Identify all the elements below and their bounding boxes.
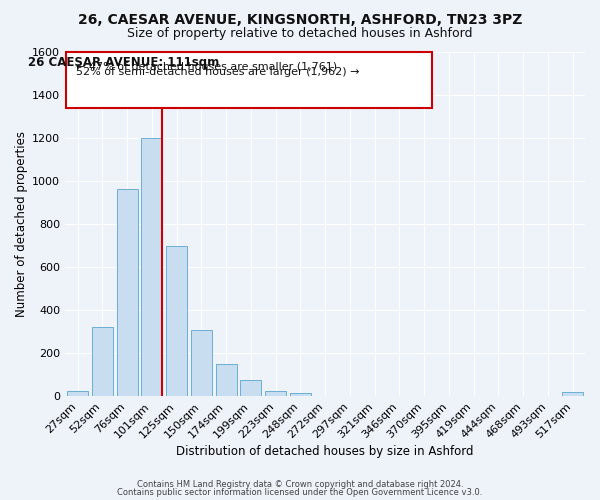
X-axis label: Distribution of detached houses by size in Ashford: Distribution of detached houses by size …	[176, 444, 474, 458]
Text: 52% of semi-detached houses are larger (1,962) →: 52% of semi-detached houses are larger (…	[76, 66, 360, 76]
Bar	[166, 246, 187, 396]
Text: Contains public sector information licensed under the Open Government Licence v3: Contains public sector information licen…	[118, 488, 482, 497]
Bar	[191, 330, 212, 396]
Bar	[290, 394, 311, 396]
Text: 26 CAESAR AVENUE: 111sqm: 26 CAESAR AVENUE: 111sqm	[28, 56, 219, 69]
Text: Contains HM Land Registry data © Crown copyright and database right 2024.: Contains HM Land Registry data © Crown c…	[137, 480, 463, 489]
Bar	[215, 364, 236, 396]
Text: ← 47% of detached houses are smaller (1,761): ← 47% of detached houses are smaller (1,…	[76, 61, 337, 71]
Bar	[67, 391, 88, 396]
Bar	[92, 328, 113, 396]
Bar	[240, 380, 262, 396]
Bar	[141, 138, 163, 396]
Y-axis label: Number of detached properties: Number of detached properties	[15, 131, 28, 317]
Text: Size of property relative to detached houses in Ashford: Size of property relative to detached ho…	[127, 28, 473, 40]
Text: 26, CAESAR AVENUE, KINGSNORTH, ASHFORD, TN23 3PZ: 26, CAESAR AVENUE, KINGSNORTH, ASHFORD, …	[78, 12, 522, 26]
Bar	[116, 190, 137, 396]
Bar	[265, 391, 286, 396]
FancyBboxPatch shape	[67, 52, 431, 108]
Bar	[562, 392, 583, 396]
